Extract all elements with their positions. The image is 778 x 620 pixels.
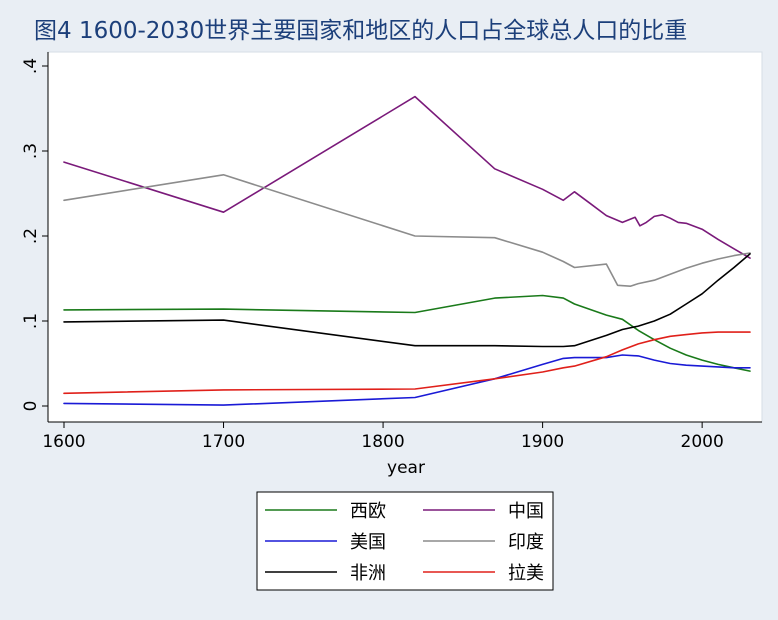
y-tick-label: .2 — [21, 228, 41, 244]
legend-label: 非洲 — [350, 563, 386, 584]
series-line-3 — [63, 354, 751, 406]
series-line-1 — [63, 294, 751, 372]
x-tick-label: 1700 — [202, 432, 245, 452]
legend-label: 印度 — [508, 532, 544, 553]
series-lines — [63, 95, 751, 406]
x-tick-label: 1600 — [42, 432, 85, 452]
x-axis-ticks: 1600 1700 1800 1900 2000 — [42, 422, 724, 452]
legend-label: 西欧 — [350, 501, 386, 522]
x-tick-label: 1800 — [361, 432, 404, 452]
y-axis-ticks: 0 .1 .2 .3 .4 — [21, 58, 48, 412]
y-tick-label: .1 — [21, 313, 41, 329]
legend-label: 拉美 — [508, 563, 544, 584]
y-tick-label: .4 — [21, 58, 41, 74]
plot-region — [47, 51, 763, 423]
series-line-6 — [63, 331, 751, 395]
x-tick-label: 2000 — [681, 432, 724, 452]
chart-title: 图4 1600-2030世界主要国家和地区的人口占全球总人口的比重 — [34, 18, 687, 44]
series-line-5 — [63, 253, 751, 348]
legend-label: 美国 — [350, 532, 386, 553]
y-tick-label: .3 — [21, 143, 41, 159]
x-tick-label: 1900 — [521, 432, 564, 452]
y-tick-label: 0 — [21, 401, 41, 412]
legend-box — [256, 491, 554, 591]
series-line-2 — [63, 95, 751, 259]
series-line-4 — [63, 174, 751, 287]
x-axis-label: year — [387, 458, 425, 478]
legend-label: 中国 — [508, 501, 544, 522]
